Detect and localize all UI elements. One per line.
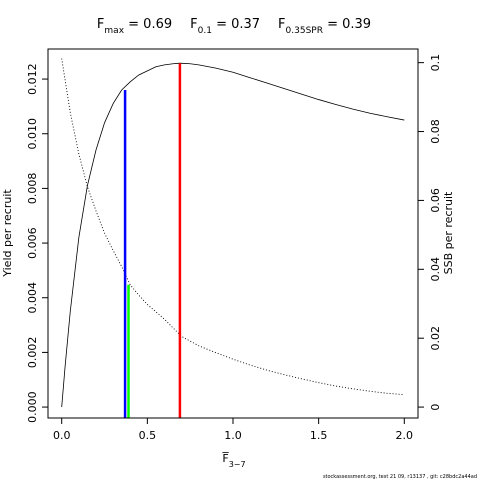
- x-axis-title-symbol: F: [222, 452, 228, 465]
- x-tick-label: 0.5: [139, 429, 157, 442]
- title-f-symbol: F: [190, 17, 197, 32]
- yield-per-recruit-line: [61, 62, 405, 408]
- chart-title: Fmax = 0.69 F0.1 = 0.37 F0.35SPR = 0.39: [97, 17, 371, 36]
- y-right-tick-label: 0: [429, 404, 442, 411]
- title-f-symbol: F: [278, 17, 285, 32]
- y-right-tick-label: 0.08: [429, 119, 442, 144]
- title-subscript: max: [104, 26, 124, 36]
- axis-ticks: 0.0 0.5 1.0 1.5 2.0 0.000 0.002 0.004 0.006 0.008…: [26, 54, 442, 442]
- y-left-tick-label: 0.002: [26, 337, 39, 369]
- title-subscript: 0.35SPR: [286, 26, 323, 36]
- footnote: stockassessment.org, test 21 09, r13137 …: [323, 474, 477, 480]
- x-axis-title: F3−7: [222, 452, 245, 469]
- title-value: = 0.37: [212, 17, 260, 32]
- y-right-tick-label: 0.04: [429, 257, 442, 282]
- x-axis-title-subscript: 3−7: [229, 460, 246, 469]
- y-left-tick-label: 0.008: [26, 173, 39, 205]
- x-tick-label: 2.0: [396, 429, 414, 442]
- x-tick-label: 1.5: [310, 429, 328, 442]
- y-axis-title-left: Yield per recruit: [1, 189, 14, 278]
- y-right-tick-label: 0.02: [429, 326, 442, 351]
- title-subscript: 0.1: [198, 26, 212, 36]
- x-tick-label: 1.0: [224, 429, 242, 442]
- y-left-tick-label: 0.012: [26, 63, 39, 95]
- x-tick-label: 0.0: [53, 429, 71, 442]
- y-left-tick-label: 0.010: [26, 118, 39, 150]
- y-left-tick-label: 0.000: [26, 391, 39, 423]
- y-right-tick-label: 0.06: [429, 188, 442, 213]
- title-value: = 0.69: [124, 17, 172, 32]
- y-axis-title-right: SSB per recruit: [442, 191, 455, 274]
- y-left-tick-label: 0.004: [26, 282, 39, 314]
- title-value: = 0.39: [323, 17, 371, 32]
- y-right-tick-label: 0.1: [429, 54, 442, 72]
- y-left-tick-label: 0.006: [26, 227, 39, 258]
- title-f-symbol: F: [97, 17, 104, 32]
